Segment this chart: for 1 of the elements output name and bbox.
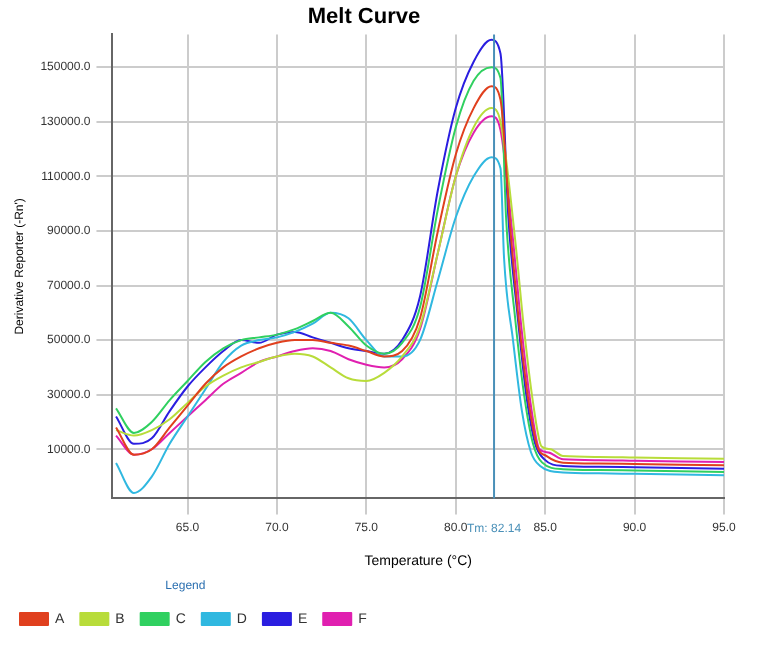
chart-title: Melt Curve <box>307 5 421 30</box>
